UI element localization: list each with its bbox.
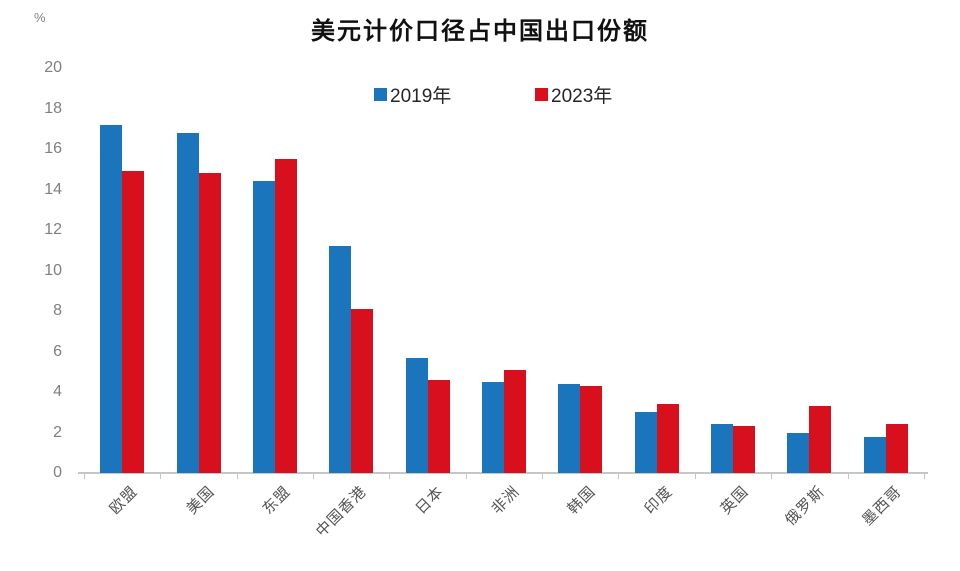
x-axis-tick: [389, 474, 391, 479]
bar-2019: [634, 412, 657, 473]
bar-2019: [100, 124, 123, 473]
legend-item-2023: 2023年: [535, 86, 612, 107]
bar-2019: [329, 246, 352, 473]
x-axis-tick: [923, 474, 925, 479]
bar-2019: [710, 424, 733, 473]
x-axis-tick: [160, 474, 162, 479]
y-axis-tick-label: 18: [44, 99, 62, 117]
x-axis-line: [78, 472, 928, 474]
x-axis-label: 欧盟: [106, 483, 142, 518]
legend-swatch-icon: [535, 87, 548, 101]
x-axis-tick: [694, 474, 696, 479]
legend-label: 2019年: [390, 85, 452, 107]
bar-2023: [427, 379, 450, 473]
x-axis-tick: [542, 474, 544, 479]
chart-title: 美元计价口径占中国出口份额: [311, 19, 649, 45]
legend-item-2019: 2019年: [374, 86, 451, 107]
y-axis-tick-label: 4: [53, 383, 62, 400]
y-axis-tick-label: 12: [44, 221, 62, 238]
x-axis-tick: [465, 474, 467, 479]
bar-2023: [351, 308, 374, 473]
bar-2023: [122, 171, 145, 473]
y-axis-tick-label: 10: [44, 261, 62, 279]
y-axis-tick-label: 20: [44, 59, 62, 76]
y-axis-tick-label: 6: [53, 342, 62, 360]
x-axis-tick: [236, 474, 238, 479]
bar-2019: [787, 432, 810, 473]
bar-2023: [274, 159, 297, 473]
legend-swatch-icon: [374, 87, 387, 101]
bar-2023: [503, 369, 526, 473]
y-axis-unit-label: %: [34, 10, 46, 25]
y-axis-tick-label: 2: [53, 423, 62, 441]
bar-2019: [558, 383, 581, 473]
x-axis-label: 美国: [182, 483, 218, 518]
y-axis-tick-label: 14: [44, 180, 62, 198]
x-axis-tick: [847, 474, 849, 479]
x-axis-label: 英国: [717, 483, 752, 518]
x-axis-tick: [84, 474, 85, 479]
bar-2023: [580, 385, 603, 473]
y-axis-tick-label: 0: [53, 464, 62, 481]
bar-2023: [885, 424, 908, 473]
x-axis-label: 中国香港: [312, 483, 371, 541]
bar-2019: [176, 132, 199, 473]
x-axis-tick: [313, 474, 315, 479]
x-axis-label: 东盟: [259, 483, 294, 518]
y-axis-tick-label: 8: [53, 302, 62, 319]
legend-label: 2023年: [551, 85, 613, 107]
bar-2019: [405, 357, 428, 473]
bar-2023: [198, 173, 221, 473]
bar-2019: [252, 181, 275, 473]
bar-2023: [732, 426, 755, 473]
x-axis-label: 韩国: [564, 483, 600, 518]
x-axis-label: 日本: [411, 483, 447, 518]
x-axis-tick: [771, 474, 773, 479]
x-axis-label: 印度: [640, 483, 676, 518]
x-axis-label: 俄罗斯: [782, 483, 829, 529]
bar-2023: [809, 406, 832, 473]
x-axis-tick: [618, 474, 620, 479]
x-axis-label: 墨西哥: [858, 483, 905, 529]
bar-2023: [656, 404, 679, 473]
y-axis-tick-label: 16: [44, 140, 62, 157]
x-axis-label: 非洲: [488, 483, 523, 518]
bar-2019: [481, 381, 504, 473]
bar-2019: [863, 436, 886, 473]
